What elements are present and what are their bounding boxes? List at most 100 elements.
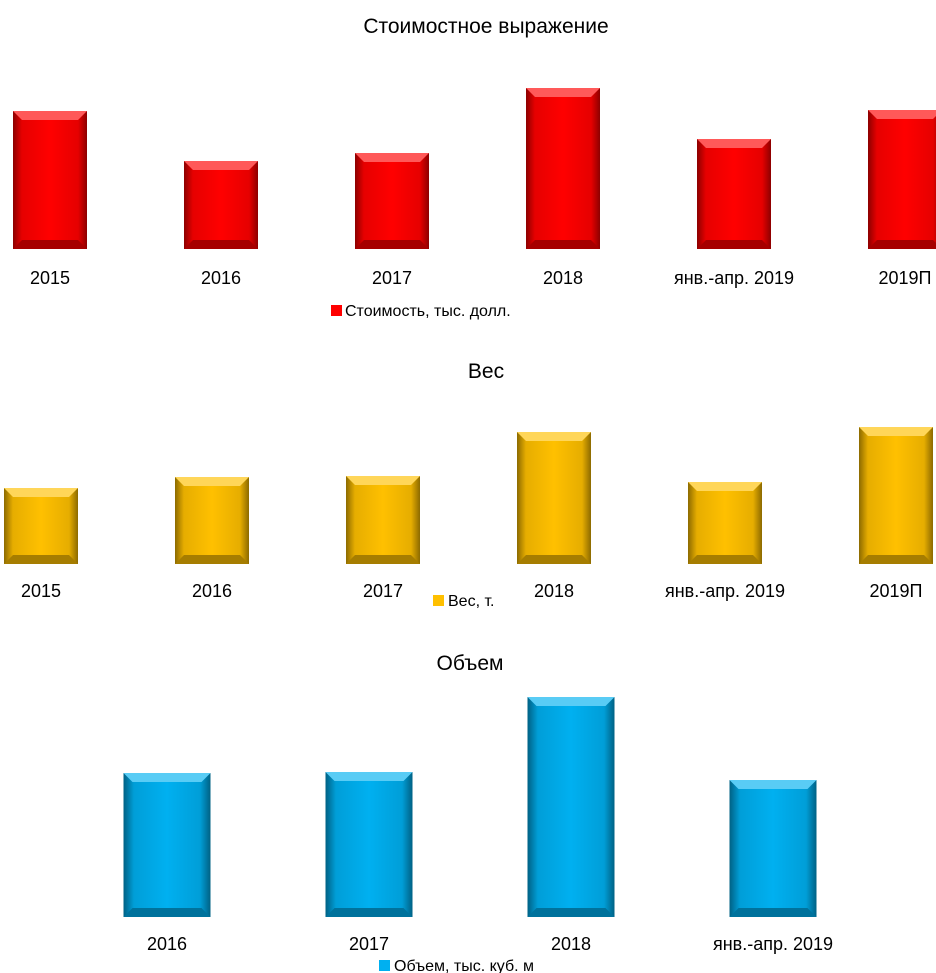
x-tick-label-weight-5: янв.-апр. 2019 <box>665 581 785 601</box>
legend-volume: Объем, тыс. куб. м <box>379 958 534 973</box>
legend-swatch-weight <box>433 595 444 606</box>
bar-weight-1-bevel-bottom <box>4 555 78 564</box>
x-tick-label-value-6: 2019П <box>879 268 932 288</box>
x-tick-label-weight-4: 2018 <box>534 581 574 601</box>
bar-weight-4-bevel-top <box>517 432 591 441</box>
bar-weight-2-body <box>175 477 249 564</box>
legend-swatch-volume <box>379 960 390 971</box>
bars-value <box>13 88 936 249</box>
x-tick-label-volume-1: 2016 <box>147 934 187 954</box>
bar-value-4 <box>526 88 600 249</box>
x-tick-label-value-2: 2016 <box>201 268 241 288</box>
bar-weight-5-bevel-bottom <box>688 555 762 564</box>
bar-value-1-body <box>13 111 87 249</box>
bar-weight-3 <box>346 476 420 564</box>
chart-weight: Вес 2015 2016 2017 2018 янв.-апр. 2019 2019П … <box>4 360 933 610</box>
bar-volume-1-bevel-top <box>123 773 211 782</box>
bar-value-4-body <box>526 88 600 249</box>
bar-value-1-bevel-top <box>13 111 87 120</box>
x-ticks-weight: 2015 2016 2017 2018 янв.-апр. 2019 2019П <box>21 581 923 601</box>
bar-weight-6-bevel-top <box>859 427 933 436</box>
bar-weight-5-body <box>688 482 762 564</box>
bar-volume-4-body <box>729 780 817 917</box>
x-tick-label-weight-1: 2015 <box>21 581 61 601</box>
bar-volume-2 <box>325 772 413 917</box>
x-ticks-volume: 2016 2017 2018 янв.-апр. 2019 <box>147 934 833 954</box>
bar-weight-2-bevel-top <box>175 477 249 486</box>
bar-weight-6-body <box>859 427 933 564</box>
bar-weight-1-body <box>4 488 78 564</box>
bar-weight-2-bevel-bottom <box>175 555 249 564</box>
bar-weight-4-bevel-bottom <box>517 555 591 564</box>
bar-weight-3-body <box>346 476 420 564</box>
bar-value-6-bevel-top <box>868 110 936 119</box>
bar-weight-6-bevel-bottom <box>859 555 933 564</box>
bar-value-4-bevel-bottom <box>526 240 600 249</box>
x-tick-label-weight-3: 2017 <box>363 581 403 601</box>
chart-title-value: Стоимостное выражение <box>363 15 608 38</box>
chart-title-volume: Объем <box>437 652 504 675</box>
bar-volume-4-bevel-bottom <box>729 908 817 917</box>
bar-value-3-body <box>355 153 429 249</box>
bar-weight-1 <box>4 488 78 564</box>
x-tick-label-value-5: янв.-апр. 2019 <box>674 268 794 288</box>
bar-volume-1 <box>123 773 211 917</box>
bar-volume-1-body <box>123 773 211 917</box>
bar-value-3 <box>355 153 429 249</box>
bar-weight-4 <box>517 432 591 564</box>
x-tick-label-volume-3: 2018 <box>551 934 591 954</box>
bar-value-1 <box>13 111 87 249</box>
chart-title-weight: Вес <box>468 360 504 383</box>
chart-volume: Объем 2016 2017 2018 янв.-апр. 2019 Объем, … <box>123 652 833 973</box>
bar-value-1-bevel-bottom <box>13 240 87 249</box>
x-tick-label-value-1: 2015 <box>30 268 70 288</box>
bar-weight-3-bevel-bottom <box>346 555 420 564</box>
bar-volume-3 <box>527 697 615 917</box>
bar-weight-1-bevel-top <box>4 488 78 497</box>
bar-volume-2-body <box>325 772 413 917</box>
legend-weight: Вес, т. <box>433 593 494 610</box>
bars-weight <box>4 427 933 564</box>
bar-value-2 <box>184 161 258 249</box>
bar-value-3-bevel-bottom <box>355 240 429 249</box>
bar-volume-1-bevel-bottom <box>123 908 211 917</box>
x-tick-label-value-3: 2017 <box>372 268 412 288</box>
bar-value-2-bevel-bottom <box>184 240 258 249</box>
x-tick-label-weight-6: 2019П <box>870 581 923 601</box>
chart-value: Стоимостное выражение 2015 2016 2017 2018 ян… <box>13 15 936 320</box>
bar-value-5-bevel-bottom <box>697 240 771 249</box>
bar-volume-2-bevel-top <box>325 772 413 781</box>
x-tick-label-volume-4: янв.-апр. 2019 <box>713 934 833 954</box>
bar-weight-6 <box>859 427 933 564</box>
bar-volume-4-bevel-top <box>729 780 817 789</box>
x-ticks-value: 2015 2016 2017 2018 янв.-апр. 2019 2019П <box>30 268 932 288</box>
bar-value-2-bevel-top <box>184 161 258 170</box>
bar-value-5-body <box>697 139 771 249</box>
bar-value-3-bevel-top <box>355 153 429 162</box>
bar-volume-3-body <box>527 697 615 917</box>
bar-value-6-body <box>868 110 936 249</box>
x-tick-label-weight-2: 2016 <box>192 581 232 601</box>
bar-weight-4-body <box>517 432 591 564</box>
bar-weight-5-bevel-top <box>688 482 762 491</box>
bar-volume-3-bevel-top <box>527 697 615 706</box>
bar-value-5-bevel-top <box>697 139 771 148</box>
bar-weight-5 <box>688 482 762 564</box>
bar-value-4-bevel-top <box>526 88 600 97</box>
x-tick-label-value-4: 2018 <box>543 268 583 288</box>
legend-label-volume: Объем, тыс. куб. м <box>394 958 534 973</box>
bars-volume <box>123 697 817 917</box>
bar-value-6-bevel-bottom <box>868 240 936 249</box>
bar-volume-2-bevel-bottom <box>325 908 413 917</box>
bar-value-6 <box>868 110 936 249</box>
bar-weight-3-bevel-top <box>346 476 420 485</box>
bar-volume-4 <box>729 780 817 917</box>
x-tick-label-volume-2: 2017 <box>349 934 389 954</box>
bar-value-5 <box>697 139 771 249</box>
legend-label-value: Стоимость, тыс. долл. <box>345 303 511 320</box>
legend-value: Стоимость, тыс. долл. <box>331 303 511 320</box>
bar-value-2-body <box>184 161 258 249</box>
bar-weight-2 <box>175 477 249 564</box>
bar-volume-3-bevel-bottom <box>527 908 615 917</box>
